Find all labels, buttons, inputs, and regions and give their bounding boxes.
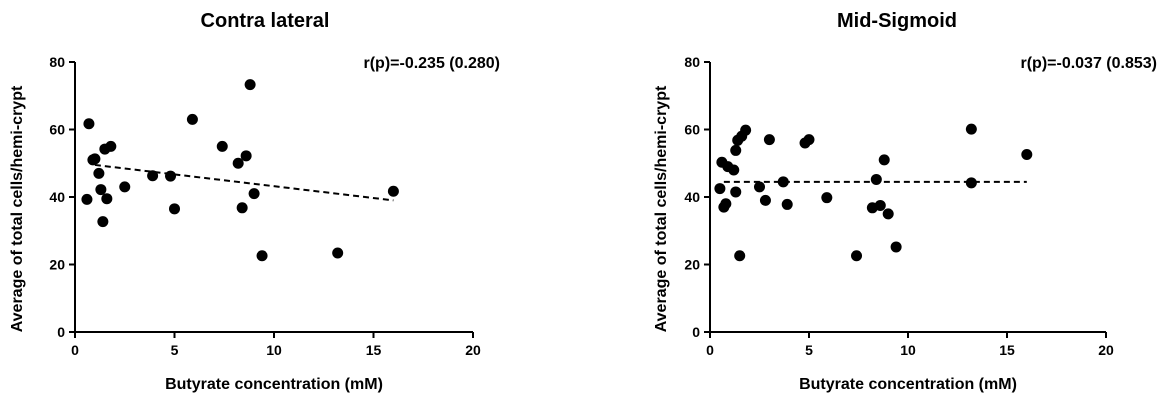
chart-1-y-tick-label: 20	[49, 257, 65, 273]
chart-2-data-point	[714, 183, 726, 195]
chart-1-data-point	[248, 188, 260, 200]
chart-1-data-point	[147, 170, 159, 182]
chart-1-data-point	[332, 247, 344, 259]
chart-1-x-tick-label: 20	[465, 342, 481, 358]
chart-1-y-axis-label: Average of total cells/hemi-crypt	[9, 85, 26, 332]
chart-1-data-point	[186, 113, 198, 125]
chart-1-x-tick-label: 15	[366, 342, 382, 358]
chart-2-x-tick-label: 0	[706, 342, 714, 358]
chart-2-data-point	[851, 250, 863, 262]
chart-1-x-tick-label: 0	[71, 342, 79, 358]
chart-2-data-point	[821, 192, 833, 204]
chart-1-data-point	[236, 202, 248, 214]
chart-2-data-point	[803, 134, 815, 146]
chart-2-x-tick-label: 5	[805, 342, 813, 358]
chart-2-y-tick-label: 40	[684, 189, 700, 205]
chart-1-title: Contra lateral	[201, 10, 330, 32]
chart-1-data-point	[240, 150, 252, 162]
chart-1-y-tick-label: 60	[49, 122, 65, 138]
chart-2-data-point	[759, 194, 771, 206]
chart-1-data-point	[256, 250, 268, 262]
chart-2-data-point	[878, 154, 890, 166]
chart-2-data-point	[965, 123, 977, 135]
chart-2-data-point	[754, 181, 765, 193]
chart-1-correlation-annotation: r(p)=-0.235 (0.280)	[363, 55, 500, 72]
chart-1-data-point	[93, 167, 105, 179]
chart-1-data-point	[89, 153, 101, 165]
chart-2-data-point	[734, 250, 746, 262]
chart-2-y-tick-label: 20	[684, 257, 700, 273]
chart-2-data-point	[730, 144, 742, 156]
chart-1-y-tick-label: 80	[49, 54, 65, 70]
chart-2-data-point	[777, 176, 789, 188]
chart-1-x-tick-label: 10	[266, 342, 282, 358]
chart-2-data-point	[870, 173, 882, 185]
chart-2-title: Mid-Sigmoid	[837, 10, 957, 32]
chart-1-data-point	[101, 193, 113, 205]
chart-2-data-point	[882, 208, 894, 220]
chart-2-x-tick-label: 10	[900, 342, 916, 358]
chart-1-data-point	[119, 181, 131, 193]
chart-1-data-point	[387, 185, 399, 197]
chart-2-x-tick-label: 15	[999, 342, 1015, 358]
chart-1-data-point	[97, 216, 109, 228]
chart-1-data-point	[105, 140, 117, 152]
chart-1-y-tick-label: 0	[57, 324, 65, 340]
chart-1-data-point	[244, 79, 256, 91]
chart-2-data-point	[781, 198, 793, 210]
chart-2-x-tick-label: 20	[1098, 342, 1114, 358]
chart-2-data-point	[740, 124, 752, 136]
chart-2-y-tick-label: 0	[692, 324, 700, 340]
chart-2-data-point	[965, 177, 977, 189]
chart-2-y-axis-label: Average of total cells/hemi-crypt	[653, 85, 670, 332]
chart-1-data-point	[95, 184, 107, 196]
chart-1-data-point	[216, 140, 228, 152]
chart-1-data-point	[83, 118, 95, 130]
chart-2-data-point	[1021, 148, 1033, 160]
chart-2-y-tick-label: 60	[684, 122, 700, 138]
chart-1-x-tick-label: 5	[171, 342, 179, 358]
chart-2-y-tick-label: 80	[684, 54, 700, 70]
chart-1-data-point	[81, 193, 93, 205]
chart-1-data-point	[165, 170, 177, 182]
chart-1-y-tick-label: 40	[49, 189, 65, 205]
chart-2-x-axis-label: Butyrate concentration (mM)	[799, 376, 1017, 393]
chart-2-data-point	[720, 198, 732, 210]
chart-2-data-point	[730, 186, 742, 198]
chart-1-x-axis-label: Butyrate concentration (mM)	[165, 376, 383, 393]
chart-2-data-point	[890, 241, 902, 253]
chart-1-data-point	[232, 157, 244, 169]
chart-2-data-point	[763, 134, 775, 146]
chart-2-data-point	[728, 164, 740, 176]
chart-2-data-point	[874, 199, 886, 211]
chart-2-correlation-annotation: r(p)=-0.037 (0.853)	[1020, 55, 1157, 72]
chart-1-data-point	[169, 203, 180, 215]
chart-1-trend-line	[94, 163, 394, 202]
